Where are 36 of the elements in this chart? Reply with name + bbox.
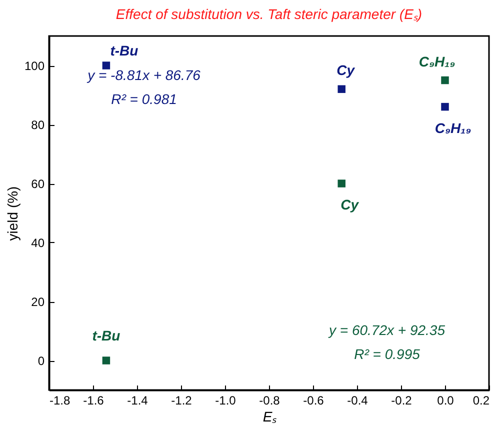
- annotation: R² = 0.981: [111, 91, 177, 107]
- x-tick-label: -0.2: [391, 394, 412, 408]
- point: [441, 102, 449, 111]
- x-tick-label: -1.4: [127, 394, 148, 408]
- annotation: y = 60.72x + 92.35: [328, 322, 446, 338]
- annotation: t-Bu: [92, 328, 121, 344]
- x-tick-label: -1.0: [215, 394, 236, 408]
- x-tick-label: -0.8: [259, 394, 280, 408]
- y-tick-label: 40: [31, 236, 45, 250]
- y-axis-title: yield (%): [4, 186, 20, 241]
- y-tick-label: 20: [31, 295, 45, 309]
- annotation: R² = 0.995: [354, 346, 420, 362]
- x-tick-label: -1.8: [50, 394, 71, 408]
- x-tick-label: -1.6: [83, 394, 104, 408]
- annotation: Cy: [340, 196, 360, 212]
- x-tick-label: 0.2: [472, 394, 490, 408]
- point: [338, 180, 346, 188]
- x-axis-title: Eₛ: [262, 408, 278, 424]
- y-tick-label: 100: [24, 59, 45, 73]
- y-tick-label: 60: [31, 177, 45, 191]
- annotation: t-Bu: [110, 42, 139, 58]
- annotation: Cy: [336, 62, 356, 78]
- point: [338, 85, 346, 93]
- point: [102, 356, 110, 364]
- annotation: C₉H₁₉: [418, 53, 456, 70]
- annotation: y = -8.81x + 86.76: [86, 67, 201, 83]
- x-tick-label: -0.6: [303, 394, 324, 408]
- point: [441, 76, 449, 84]
- y-tick-label: 0: [38, 354, 45, 368]
- x-tick-label: -0.4: [347, 394, 368, 408]
- annotation: C₉H₁₉: [434, 120, 472, 136]
- y-tick-label: 80: [31, 118, 45, 132]
- point: [102, 62, 110, 70]
- x-tick-label: -1.2: [171, 394, 192, 408]
- chart-title: Effect of substitution vs. Taft steric parameter (Eₛ): [116, 6, 422, 22]
- x-tick-label: 0.0: [437, 394, 454, 408]
